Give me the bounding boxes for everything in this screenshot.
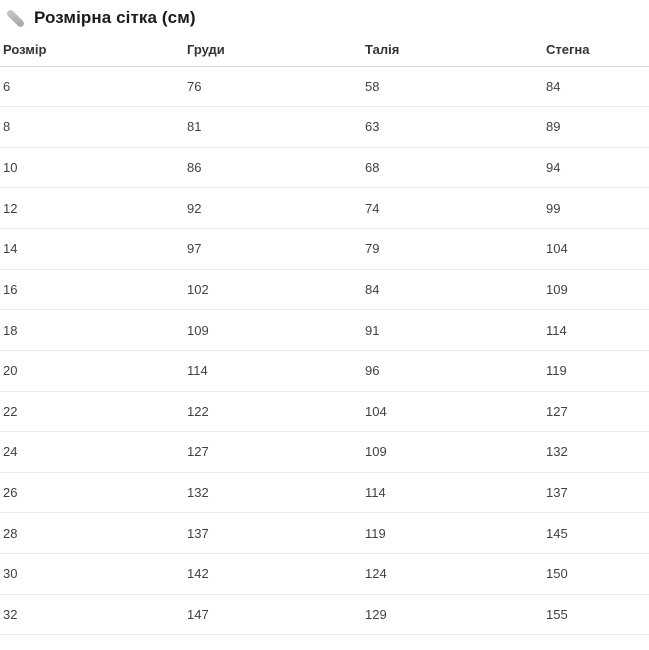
table-header: Розмір Груди Талія Стегна bbox=[0, 36, 649, 67]
table-body: 6 76 58 84 8 81 63 89 10 86 68 94 12 92 74 99 14 97 79 104 1… bbox=[0, 66, 649, 636]
table-cell: 58 bbox=[365, 66, 546, 108]
table-cell: 91 bbox=[365, 309, 546, 351]
table-cell: 137 bbox=[187, 512, 365, 554]
table-cell: 137 bbox=[546, 472, 649, 514]
table-cell: 122 bbox=[187, 391, 365, 433]
table-row: 24 127 109 132 bbox=[0, 431, 649, 473]
table-row: 26 132 114 137 bbox=[0, 472, 649, 514]
table-cell: 84 bbox=[365, 269, 546, 311]
table-row: 8 81 63 89 bbox=[0, 106, 649, 148]
table-row: 22 122 104 127 bbox=[0, 391, 649, 433]
section-title-row: Розмірна сітка (см) bbox=[0, 0, 649, 36]
table-cell: 6 bbox=[0, 66, 187, 108]
table-cell: 155 bbox=[546, 594, 649, 636]
column-header-size: Розмір bbox=[0, 36, 187, 67]
table-cell: 97 bbox=[187, 228, 365, 270]
table-cell: 63 bbox=[365, 106, 546, 148]
table-cell: 68 bbox=[365, 147, 546, 189]
table-cell: 8 bbox=[0, 106, 187, 148]
header-row: Розмір Груди Талія Стегна bbox=[0, 36, 649, 67]
table-cell: 142 bbox=[187, 553, 365, 595]
table-cell: 114 bbox=[187, 350, 365, 392]
table-cell: 74 bbox=[365, 187, 546, 229]
table-cell: 124 bbox=[365, 553, 546, 595]
table-cell: 127 bbox=[187, 431, 365, 473]
table-cell: 102 bbox=[187, 269, 365, 311]
table-row: 14 97 79 104 bbox=[0, 228, 649, 270]
table-cell: 10 bbox=[0, 147, 187, 189]
table-cell: 109 bbox=[187, 309, 365, 351]
column-header-chest: Груди bbox=[187, 36, 365, 67]
table-row: 30 142 124 150 bbox=[0, 553, 649, 595]
table-cell: 132 bbox=[187, 472, 365, 514]
table-row: 18 109 91 114 bbox=[0, 309, 649, 351]
column-header-hips: Стегна bbox=[546, 36, 649, 67]
table-cell: 96 bbox=[365, 350, 546, 392]
table-cell: 28 bbox=[0, 512, 187, 554]
column-header-waist: Талія bbox=[365, 36, 546, 67]
table-cell: 99 bbox=[546, 187, 649, 229]
table-row: 12 92 74 99 bbox=[0, 187, 649, 229]
table-cell: 20 bbox=[0, 350, 187, 392]
table-row: 10 86 68 94 bbox=[0, 147, 649, 189]
table-cell: 89 bbox=[546, 106, 649, 148]
table-cell: 92 bbox=[187, 187, 365, 229]
table-cell: 86 bbox=[187, 147, 365, 189]
table-cell: 119 bbox=[365, 512, 546, 554]
table-cell: 76 bbox=[187, 66, 365, 108]
table-cell: 150 bbox=[546, 553, 649, 595]
page-title: Розмірна сітка (см) bbox=[34, 8, 196, 27]
table-cell: 30 bbox=[0, 553, 187, 595]
table-cell: 145 bbox=[546, 512, 649, 554]
table-cell: 119 bbox=[546, 350, 649, 392]
table-cell: 132 bbox=[546, 431, 649, 473]
table-cell: 84 bbox=[546, 66, 649, 108]
pencil-icon bbox=[5, 8, 26, 29]
table-cell: 114 bbox=[546, 309, 649, 351]
table-cell: 104 bbox=[546, 228, 649, 270]
table-cell: 22 bbox=[0, 391, 187, 433]
table-row: 6 76 58 84 bbox=[0, 66, 649, 108]
table-cell: 114 bbox=[365, 472, 546, 514]
table-cell: 26 bbox=[0, 472, 187, 514]
table-row: 28 137 119 145 bbox=[0, 512, 649, 554]
table-cell: 129 bbox=[365, 594, 546, 636]
table-cell: 24 bbox=[0, 431, 187, 473]
table-cell: 104 bbox=[365, 391, 546, 433]
table-cell: 109 bbox=[365, 431, 546, 473]
table-row: 16 102 84 109 bbox=[0, 269, 649, 311]
size-chart-table: Розмір Груди Талія Стегна 6 76 58 84 8 81 63 89… bbox=[0, 36, 649, 636]
table-cell: 18 bbox=[0, 309, 187, 351]
table-cell: 109 bbox=[546, 269, 649, 311]
table-cell: 147 bbox=[187, 594, 365, 636]
table-row: 32 147 129 155 bbox=[0, 594, 649, 636]
table-cell: 12 bbox=[0, 187, 187, 229]
table-row: 20 114 96 119 bbox=[0, 350, 649, 392]
table-cell: 16 bbox=[0, 269, 187, 311]
table-cell: 127 bbox=[546, 391, 649, 433]
table-cell: 14 bbox=[0, 228, 187, 270]
table-cell: 79 bbox=[365, 228, 546, 270]
table-cell: 81 bbox=[187, 106, 365, 148]
table-cell: 32 bbox=[0, 594, 187, 636]
table-cell: 94 bbox=[546, 147, 649, 189]
